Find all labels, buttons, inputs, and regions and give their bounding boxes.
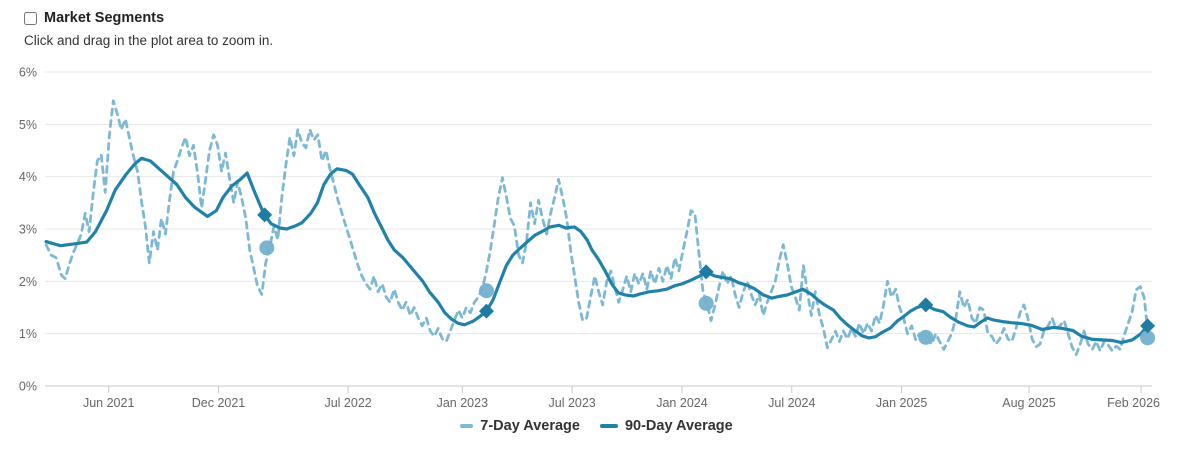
- legend-label: 7-Day Average: [480, 418, 580, 434]
- legend: 7-Day Average 90-Day Average: [0, 418, 1193, 434]
- market-segments-checkbox[interactable]: [24, 11, 37, 25]
- y-axis-label: 5%: [19, 118, 37, 132]
- line-chart: 0% 1% 2% 3% 4% 5% 6% Jun 2021 Dec 2021 Jul 2022 Ja…: [19, 66, 1160, 411]
- y-axis-label: 0%: [19, 380, 37, 394]
- y-axis-label: 4%: [19, 170, 37, 184]
- year-marker-diamond[interactable]: [918, 297, 934, 313]
- x-axis-label: Jan 2025: [876, 396, 927, 410]
- legend-label: 90-Day Average: [624, 418, 733, 434]
- year-marker-circle[interactable]: [918, 329, 934, 345]
- x-axis-label: Jul 2022: [324, 396, 371, 410]
- x-axis-label: Jan 2023: [437, 396, 488, 410]
- page-title: Market Segments: [44, 10, 165, 26]
- x-axis-label: Jul 2023: [549, 396, 596, 410]
- y-axis-label: 6%: [19, 66, 37, 80]
- x-axis-label: Aug 2025: [1002, 396, 1056, 410]
- legend-item-90-day[interactable]: 90-Day Average: [599, 418, 733, 434]
- year-marker-diamond[interactable]: [698, 264, 714, 280]
- x-axis-label: Jan 2024: [656, 396, 707, 410]
- year-marker-circle[interactable]: [698, 295, 714, 311]
- seven-day-line[interactable]: [44, 99, 1150, 356]
- year-marker-circle[interactable]: [478, 283, 494, 299]
- year-marker-diamond[interactable]: [257, 207, 273, 223]
- x-axis-label: Jul 2024: [768, 396, 815, 410]
- dashed-line-swatch: [460, 424, 474, 428]
- x-axis-label: Feb 2026: [1107, 396, 1160, 410]
- y-axis-label: 2%: [19, 275, 37, 289]
- y-axis-label: 1%: [19, 327, 37, 341]
- zoom-hint-text: Click and drag in the plot area to zoom …: [24, 33, 274, 48]
- x-axis-label: Jun 2021: [83, 396, 134, 410]
- year-marker-diamond[interactable]: [1140, 318, 1156, 334]
- chart-header: Market Segments Click and drag in the pl…: [0, 0, 1193, 48]
- year-marker-diamond[interactable]: [478, 303, 494, 319]
- x-axis-label: Dec 2021: [192, 396, 246, 410]
- year-marker-circle[interactable]: [259, 240, 275, 256]
- year-marker-circle[interactable]: [1140, 330, 1156, 346]
- solid-line-swatch: [599, 424, 618, 428]
- legend-item-7-day[interactable]: 7-Day Average: [460, 418, 580, 434]
- ninety-day-line[interactable]: [44, 156, 1150, 345]
- y-axis-label: 3%: [19, 223, 37, 237]
